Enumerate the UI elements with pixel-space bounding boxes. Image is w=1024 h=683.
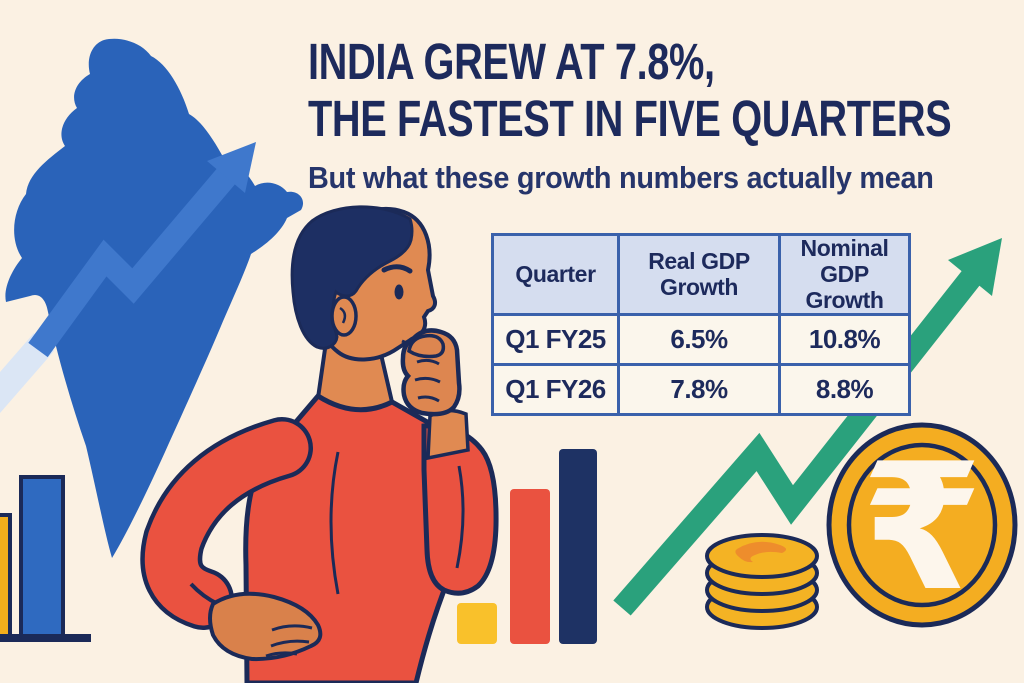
- thinking-person-illustration: [140, 205, 499, 683]
- coin-stack-icon: [705, 533, 819, 630]
- page-title: INDIA GREW AT 7.8%, THE FASTEST IN FIVE …: [308, 33, 952, 147]
- column-header-real-gdp: Real GDP Growth: [617, 232, 781, 317]
- cell-real-gdp: 6.5%: [617, 313, 781, 367]
- bar-chart-center-icon: [457, 449, 597, 644]
- title-line-2: THE FASTEST IN FIVE QUARTERS: [308, 90, 952, 147]
- cell-real-gdp: 7.8%: [617, 363, 781, 417]
- bar-chart-left-icon: [0, 475, 91, 642]
- title-line-1: INDIA GREW AT 7.8%,: [308, 33, 715, 90]
- cell-quarter: Q1 FY25: [491, 313, 620, 367]
- table-row: Q1 FY25 6.5% 10.8%: [491, 313, 911, 367]
- column-header-quarter: Quarter: [491, 232, 620, 317]
- rupee-symbol: ₹: [861, 427, 983, 630]
- gdp-growth-table: Quarter Real GDP Growth Nominal GDP Grow…: [491, 232, 911, 417]
- map-growth-arrow-icon: [28, 142, 256, 358]
- cell-nominal-gdp: 10.8%: [778, 313, 911, 367]
- rupee-coin-icon: ₹: [826, 422, 1018, 630]
- headline: INDIA GREW AT 7.8%, THE FASTEST IN FIVE …: [308, 33, 1024, 147]
- person-wrist: [426, 408, 470, 461]
- person-eyebrow: [381, 264, 413, 274]
- cell-nominal-gdp: 8.8%: [778, 363, 911, 417]
- person-right-sleeve: [421, 423, 499, 596]
- page-subtitle: But what these growth numbers actually m…: [308, 160, 934, 195]
- table-row: Q1 FY26 7.8% 8.8%: [491, 363, 911, 417]
- cell-quarter: Q1 FY26: [491, 363, 620, 417]
- table-header-row: Quarter Real GDP Growth Nominal GDP Grow…: [491, 232, 911, 317]
- person-eye: [394, 284, 404, 300]
- column-header-nominal-gdp: Nominal GDP Growth: [778, 232, 911, 317]
- map-highlight-stripe: [0, 333, 55, 413]
